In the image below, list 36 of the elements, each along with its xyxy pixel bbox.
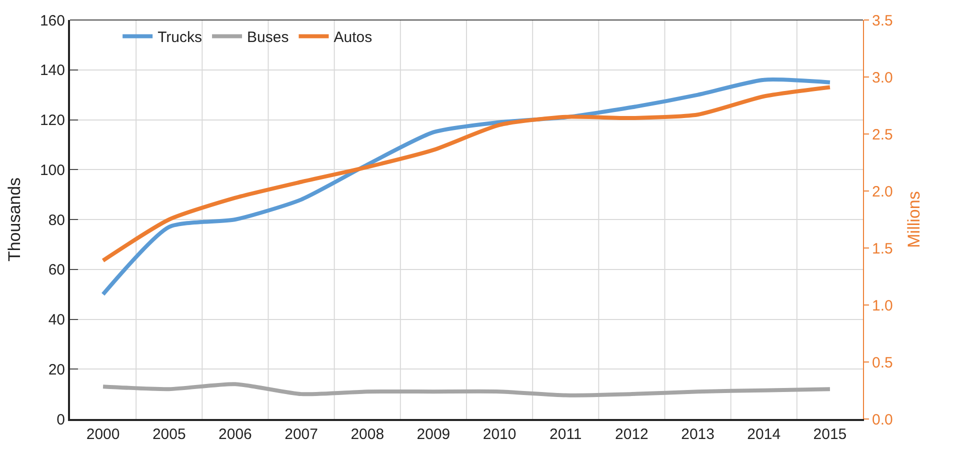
legend-label: Autos — [334, 29, 372, 46]
y-tick-label: 100 — [40, 162, 65, 179]
x-tick-label: 2014 — [747, 426, 781, 443]
y2-axis-title: Millions — [904, 191, 924, 248]
y-tick-label: 20 — [48, 361, 65, 378]
y2-tick-label: 1.5 — [872, 240, 893, 258]
line-series — [101, 382, 832, 398]
y2-tick-label: 2.5 — [872, 126, 893, 144]
line-series — [101, 85, 832, 263]
y-tick-label: 0 — [56, 411, 65, 428]
x-tick-label: 2012 — [615, 426, 648, 443]
y2-tick-label: 3.0 — [872, 69, 893, 86]
y-tick-label: 140 — [40, 62, 65, 80]
x-tick-label: 2010 — [482, 426, 516, 443]
x-tick-label: 2008 — [350, 426, 384, 443]
x-tick-label: 2011 — [549, 426, 582, 443]
legend-label: Trucks — [158, 29, 202, 46]
y2-tick-label: 0.5 — [872, 354, 893, 372]
y-tick-label: 60 — [48, 262, 65, 279]
y-tick-label: 80 — [48, 212, 65, 229]
y-tick-label: 160 — [40, 12, 65, 30]
x-tick-label: 2015 — [813, 426, 847, 443]
y2-tick-label: 0.0 — [872, 411, 893, 428]
legend-label: Buses — [247, 29, 289, 46]
y2-tick-label: 3.5 — [872, 12, 893, 30]
y-axis-title: Thousands — [5, 177, 24, 262]
x-tick-label: 2000 — [86, 426, 120, 443]
x-tick-label: 2005 — [152, 426, 186, 443]
x-tick-label: 2006 — [218, 426, 252, 443]
y-tick-label: 120 — [40, 112, 65, 129]
x-tick-label: 2007 — [284, 426, 318, 443]
x-tick-label: 2013 — [681, 426, 714, 443]
y-tick-label: 40 — [48, 312, 65, 328]
x-tick-label: 2009 — [416, 426, 450, 443]
y2-tick-label: 2.0 — [872, 183, 893, 200]
y2-tick-label: 1.0 — [872, 297, 893, 314]
